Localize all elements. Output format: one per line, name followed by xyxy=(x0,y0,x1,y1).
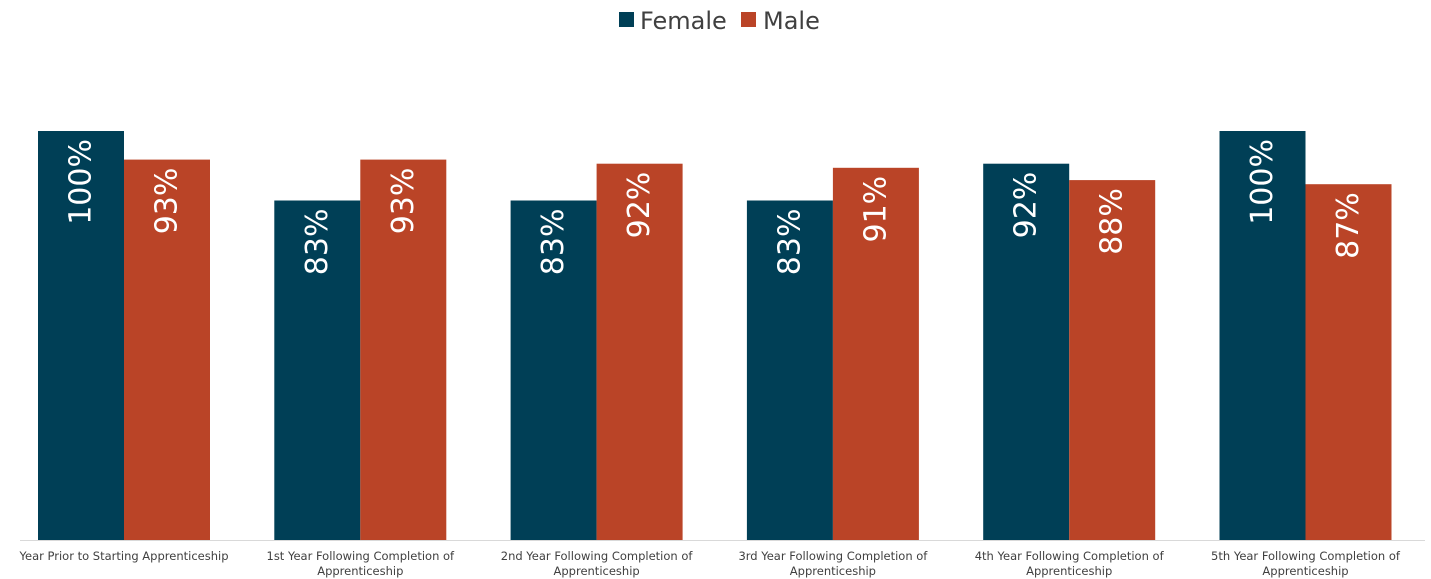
bar-male-3 xyxy=(596,163,683,540)
category-labels: Year Prior to Starting Apprenticeship 1st… xyxy=(19,549,1401,578)
bar-male-2 xyxy=(360,159,447,540)
legend-label-female: Female xyxy=(640,7,727,35)
legend-swatch-female xyxy=(619,12,634,27)
data-labels: 100% 93% 83% 93% 83% 92% 83% 91% 92% 88% 100% 87% xyxy=(64,139,1367,275)
bar-female-2 xyxy=(274,200,361,540)
bar-female-3 xyxy=(510,200,597,540)
bar-female-4 xyxy=(746,200,833,540)
data-label-male-4: 91% xyxy=(858,176,893,243)
bar-female-5 xyxy=(983,163,1070,540)
bar-female-6 xyxy=(1219,131,1306,540)
category-label-1-line-1: Year Prior to Starting Apprenticeship xyxy=(19,549,229,563)
category-label-3-line-2: Apprenticeship xyxy=(554,564,640,578)
data-label-female-6: 100% xyxy=(1245,139,1280,225)
data-label-male-3: 92% xyxy=(622,172,657,239)
category-label-6-line-1: 5th Year Following Completion of xyxy=(1211,549,1401,563)
category-label-4-line-2: Apprenticeship xyxy=(790,564,876,578)
data-label-female-5: 92% xyxy=(1009,172,1044,239)
category-label-5-line-2: Apprenticeship xyxy=(1026,564,1112,578)
category-label-3-line-1: 2nd Year Following Completion of xyxy=(501,549,694,563)
bar-female-1 xyxy=(38,131,124,540)
bar-male-6 xyxy=(1305,184,1392,540)
legend-label-male: Male xyxy=(763,7,820,35)
category-label-2-line-1: 1st Year Following Completion of xyxy=(267,549,456,563)
legend: Female Male xyxy=(619,7,820,35)
bars xyxy=(38,131,1392,541)
data-label-male-5: 88% xyxy=(1095,188,1130,255)
bar-male-1 xyxy=(124,159,210,540)
data-label-female-1: 100% xyxy=(64,139,99,225)
category-label-5-line-1: 4th Year Following Completion of xyxy=(975,549,1165,563)
bar-male-5 xyxy=(1069,180,1156,540)
data-label-female-3: 83% xyxy=(536,209,571,276)
legend-swatch-male xyxy=(741,12,756,27)
category-label-4-line-1: 3rd Year Following Completion of xyxy=(738,549,928,563)
data-label-male-2: 93% xyxy=(386,168,421,235)
data-label-female-4: 83% xyxy=(772,209,807,276)
data-label-female-2: 83% xyxy=(300,209,335,276)
bar-male-4 xyxy=(832,167,919,541)
category-label-6-line-2: Apprenticeship xyxy=(1262,564,1348,578)
data-label-male-6: 87% xyxy=(1331,192,1366,259)
category-label-2-line-2: Apprenticeship xyxy=(317,564,403,578)
data-label-male-1: 93% xyxy=(150,168,185,235)
